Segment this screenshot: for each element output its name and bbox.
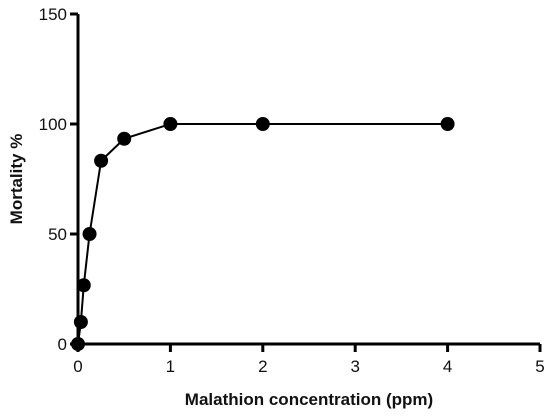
x-tick-label: 5 xyxy=(535,357,544,376)
data-point xyxy=(73,315,88,329)
axes xyxy=(76,14,540,346)
y-tick-label: 0 xyxy=(58,335,67,354)
data-point xyxy=(440,117,455,131)
y-tick-label: 100 xyxy=(39,115,67,134)
x-tick-label: 2 xyxy=(258,357,267,376)
x-axis-title: Malathion concentration (ppm) xyxy=(185,390,433,409)
y-axis-ticks: 0 50 100 150 xyxy=(39,5,78,354)
data-point xyxy=(163,117,178,131)
data-point xyxy=(76,278,91,293)
data-point xyxy=(71,337,85,351)
y-tick-label: 150 xyxy=(39,5,67,24)
x-axis-ticks: 0 1 2 3 4 5 xyxy=(73,344,545,376)
x-tick-label: 1 xyxy=(166,357,175,376)
series-line xyxy=(77,123,448,345)
data-point xyxy=(82,227,97,241)
data-point xyxy=(117,131,132,146)
y-tick-label: 50 xyxy=(48,225,67,244)
x-tick-label: 4 xyxy=(443,357,452,376)
series-group xyxy=(71,117,455,351)
x-tick-label: 0 xyxy=(73,357,82,376)
data-point xyxy=(94,153,109,168)
y-axis-title: Mortality % xyxy=(7,134,26,225)
data-point xyxy=(255,117,270,131)
x-tick-label: 3 xyxy=(350,357,359,376)
